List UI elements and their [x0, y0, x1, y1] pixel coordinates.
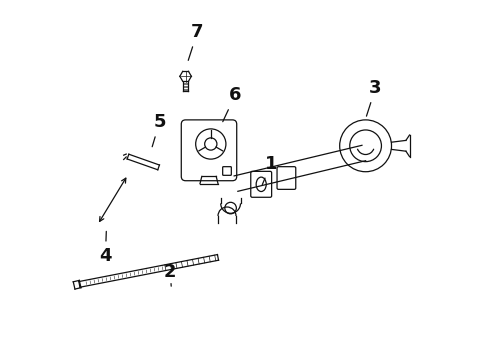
Text: 3: 3 [367, 79, 382, 116]
Text: 5: 5 [152, 113, 166, 147]
Text: 2: 2 [164, 263, 176, 286]
Text: 1: 1 [262, 155, 277, 185]
Text: 6: 6 [223, 86, 241, 122]
Text: 7: 7 [188, 23, 203, 60]
Text: 4: 4 [99, 231, 112, 265]
